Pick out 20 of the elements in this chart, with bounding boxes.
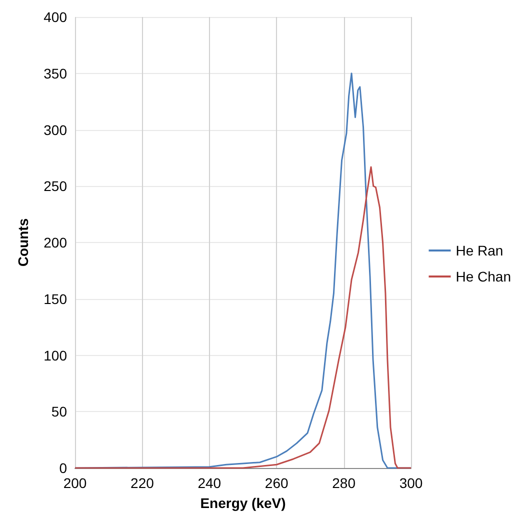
- y-tick-label: 150: [44, 290, 68, 307]
- y-tick-label: 50: [51, 404, 68, 420]
- line-series: [74, 166, 412, 469]
- legend-label: He Chan: [456, 268, 512, 284]
- x-tick-label: 300: [399, 475, 423, 491]
- y-tick-label: 100: [44, 347, 68, 364]
- x-tick-label: 200: [63, 475, 87, 491]
- y-tick-label: 0: [59, 460, 68, 476]
- y-tick-label: 350: [44, 65, 68, 82]
- y-tick-label: 300: [44, 122, 68, 138]
- x-tick-label: 260: [264, 475, 288, 491]
- y-tick-label: 400: [44, 9, 68, 25]
- x-tick-label: 220: [130, 475, 154, 491]
- x-axis-title: Energy (keV): [200, 495, 286, 511]
- y-tick-label: 200: [44, 234, 68, 250]
- y-tick-label: 250: [44, 178, 68, 194]
- legend-label: He Ran: [456, 242, 504, 258]
- x-tick-label: 280: [332, 475, 356, 491]
- y-axis-title: Counts: [15, 218, 31, 267]
- x-tick-label: 240: [198, 475, 222, 491]
